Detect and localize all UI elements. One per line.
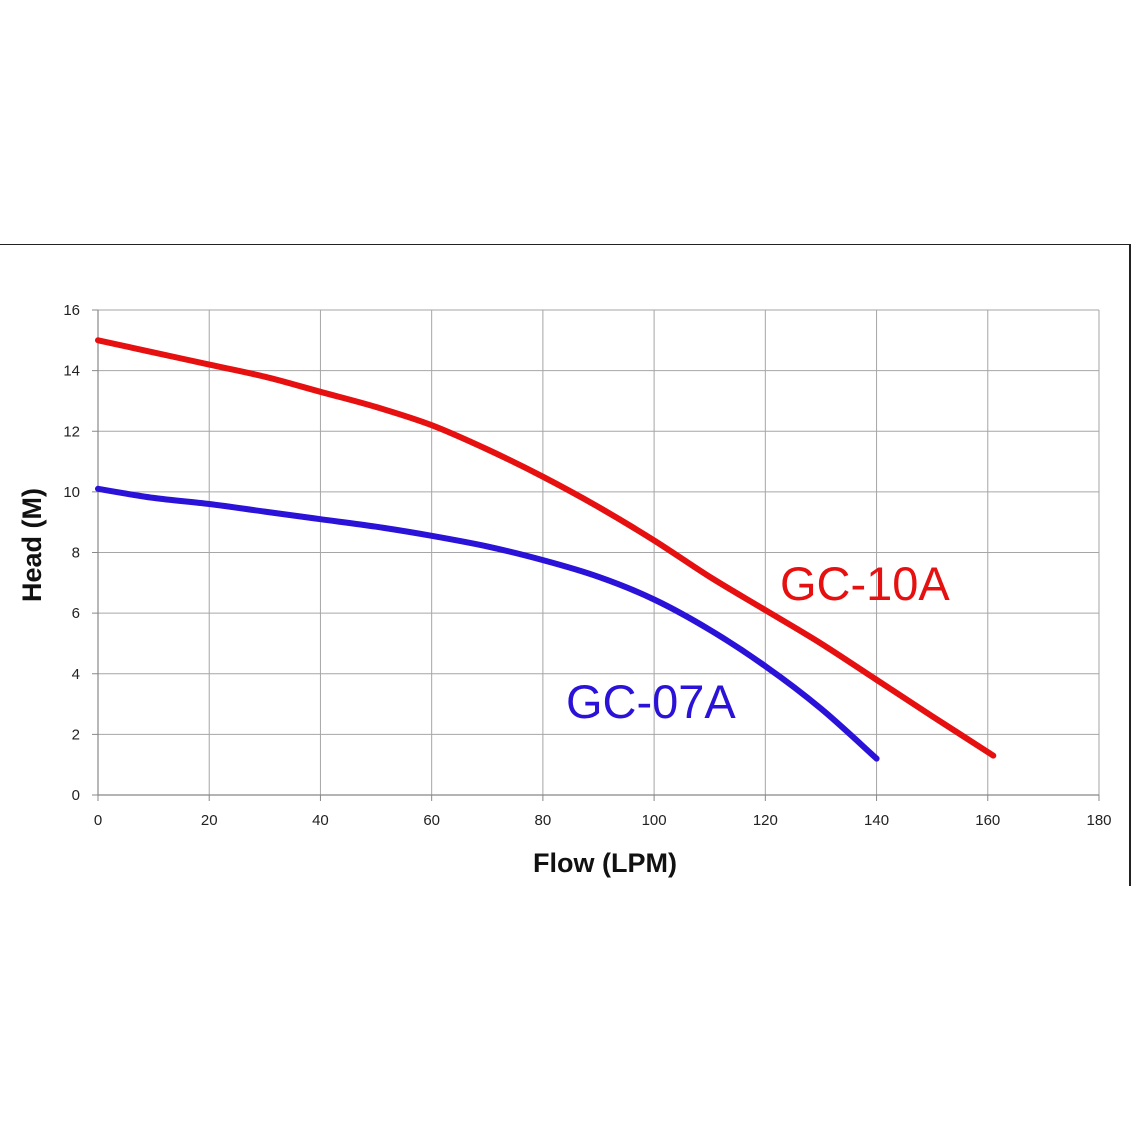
frame-top-border	[0, 244, 1130, 245]
y-tick-label: 10	[63, 484, 80, 501]
x-tick-label: 40	[312, 812, 329, 829]
y-tick-label: 0	[72, 787, 80, 804]
x-tick-label: 0	[94, 812, 102, 829]
x-tick-label: 20	[201, 812, 218, 829]
x-tick-label: 160	[975, 812, 1000, 829]
series-line-gc-07a	[95, 485, 880, 762]
x-tick-label: 80	[535, 812, 552, 829]
x-axis-title: Flow (LPM)	[533, 848, 677, 878]
x-tick-label: 100	[642, 812, 667, 829]
x-tick-label: 120	[753, 812, 778, 829]
x-tick-label: 140	[864, 812, 889, 829]
y-axis-title: Head (M)	[17, 488, 47, 602]
series-label-gc-07a: GC-07A	[566, 675, 736, 728]
x-tick-label: 60	[423, 812, 440, 829]
y-tick-label: 6	[72, 605, 80, 622]
y-tick-label: 14	[63, 363, 80, 380]
y-tick-label: 12	[63, 423, 80, 440]
y-tick-label: 16	[63, 302, 80, 319]
series-label-gc-10a: GC-10A	[780, 557, 950, 610]
grid-lines	[92, 309, 1100, 801]
x-tick-label: 180	[1086, 812, 1111, 829]
y-tick-label: 4	[72, 666, 80, 683]
x-tick-labels: 0 20 40 60 80 100 120 140 160 180	[94, 812, 1112, 829]
y-tick-label: 8	[72, 545, 80, 562]
series-line-gc-10a	[95, 337, 997, 759]
y-tick-labels: 0 2 4 6 8 10 12 14 16	[63, 302, 80, 804]
series-lines	[95, 337, 997, 762]
y-tick-label: 2	[72, 726, 80, 743]
frame-right-border	[1129, 244, 1131, 886]
